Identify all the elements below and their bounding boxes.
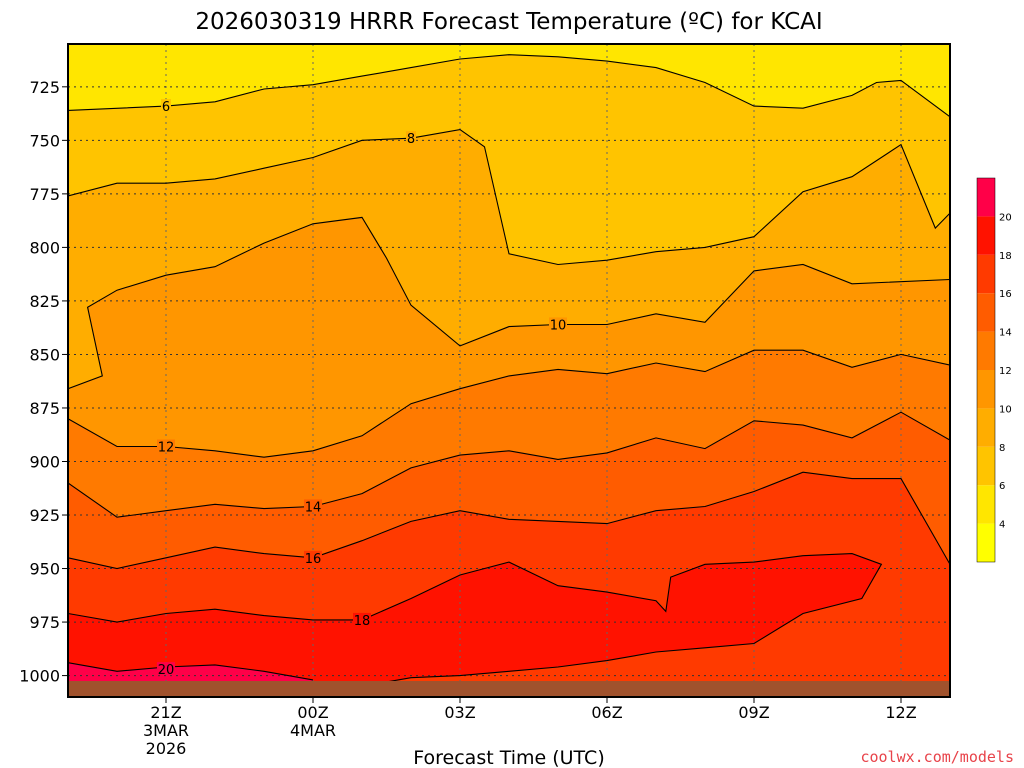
colorbar-tick-label: 20 <box>999 212 1012 223</box>
x-tick-label: 06Z <box>591 703 622 722</box>
colorbar-frame <box>976 177 996 563</box>
x-tick-label: 2026 <box>146 739 187 758</box>
colorbar-tick-label: 8 <box>999 443 1005 454</box>
plot-frame <box>67 43 951 698</box>
y-tick-label: 875 <box>29 399 60 418</box>
x-tick-label: 4MAR <box>290 721 336 740</box>
colorbar-tick-label: 4 <box>999 520 1005 531</box>
colorbar-segment-14 <box>977 293 995 332</box>
colorbar-segment-16 <box>977 254 995 294</box>
contour-label-bg <box>157 439 175 453</box>
y-tick-label: 900 <box>29 452 60 471</box>
contour-line-18 <box>68 553 883 687</box>
contour-line-6 <box>68 54 950 118</box>
contour-label-bg <box>353 612 371 626</box>
contour-label-12: 12 <box>158 441 175 456</box>
colorbar-segment-20 <box>977 178 995 217</box>
colorbar-tick-label: 16 <box>999 289 1012 300</box>
colorbar-tick-label: 18 <box>999 251 1012 262</box>
y-tick-label: 850 <box>29 345 60 364</box>
colorbar-segment-10 <box>977 370 995 409</box>
contour-label-bg <box>304 499 322 513</box>
colorbar-segment-8 <box>977 408 995 447</box>
colorbar-segment-12 <box>977 331 995 370</box>
contour-label-bg <box>549 317 567 331</box>
y-tick-label: 925 <box>29 506 60 525</box>
contour-label-20: 20 <box>158 663 175 678</box>
colorbar-segment-2 <box>977 523 995 562</box>
colorbar-tick-label: 14 <box>999 328 1012 339</box>
contour-label-18: 18 <box>354 614 371 629</box>
y-tick-label: 975 <box>29 613 60 632</box>
y-tick-label: 750 <box>29 131 60 150</box>
source-credit: coolwx.com/models <box>860 748 1014 766</box>
axes: 725 750 775 800 825 850 875 900 925 950 975 1000 21Z… <box>19 43 951 758</box>
contour-label-14: 14 <box>305 500 322 515</box>
colorbar-segment-4 <box>977 485 995 524</box>
plot-content: 6 8 10 12 14 16 18 20 <box>68 44 950 697</box>
band-fill-18 <box>68 553 882 697</box>
y-tick-label: 800 <box>29 238 60 257</box>
x-tick-label: 09Z <box>738 703 769 722</box>
colorbar-segment-6 <box>977 446 995 486</box>
contour-label-8: 8 <box>407 132 415 147</box>
contour-line-12 <box>68 349 950 458</box>
y-tick-label: 950 <box>29 560 60 579</box>
y-tick-label: 1000 <box>19 667 60 686</box>
contour-label-bg <box>406 131 416 145</box>
ground-surface <box>68 681 950 697</box>
y-tick-label: 725 <box>29 78 60 97</box>
contour-line-10 <box>68 216 950 390</box>
x-tick-label: 03Z <box>444 703 475 722</box>
contour-line-14 <box>68 411 950 518</box>
colorbar-tick-label: 6 <box>999 481 1005 492</box>
contour-line-20 <box>68 662 314 681</box>
plot-area: 6 8 10 12 14 16 18 20 <box>68 44 950 697</box>
contour-label-bg <box>161 99 171 113</box>
y-tick-label: 825 <box>29 292 60 311</box>
x-tick-label: 12Z <box>885 703 916 722</box>
contour-label-10: 10 <box>550 318 567 333</box>
y-tick-label: 775 <box>29 185 60 204</box>
contour-label-bg <box>157 662 175 676</box>
colorbar-tick-label: 12 <box>999 366 1012 377</box>
contour-line-8 <box>68 129 950 266</box>
x-tick-label: 00Z <box>297 703 328 722</box>
colorbar-tick-label: 10 <box>999 404 1012 415</box>
contour-line-16 <box>68 471 950 570</box>
contour-label-bg <box>304 550 322 564</box>
x-tick-label: 3MAR <box>143 721 189 740</box>
x-tick-label: 21Z <box>150 703 181 722</box>
chart-title: 2026030319 HRRR Forecast Temperature (ºC… <box>195 9 822 35</box>
contour-label-16: 16 <box>305 552 322 567</box>
contour-label-6: 6 <box>162 100 170 115</box>
colorbar-legend: 4 6 8 10 12 14 16 18 20 <box>976 177 1012 563</box>
colorbar-segment-18 <box>977 216 995 255</box>
x-axis-label: Forecast Time (UTC) <box>413 747 604 768</box>
